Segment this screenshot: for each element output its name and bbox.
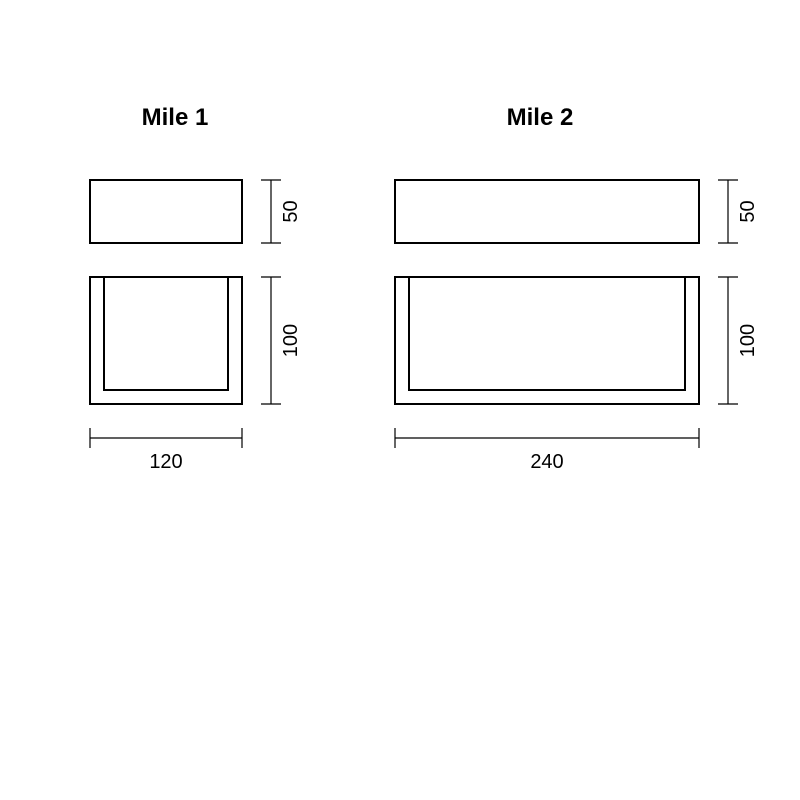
mile1-dim-width-label: 120 (149, 451, 182, 473)
mile1-dim-top-label: 50 (280, 200, 302, 222)
mile1-dim-bottom-label: 100 (280, 324, 302, 357)
mile1-title: Mile 1 (142, 104, 209, 131)
mile2-bottom-rect-inner (409, 277, 685, 390)
mile1-bottom-rect-outer (90, 277, 242, 404)
mile2-dim-top-label: 50 (737, 200, 759, 222)
mile2-top-rect (395, 180, 699, 243)
mile2-bottom-rect-outer (395, 277, 699, 404)
mile2-title: Mile 2 (507, 104, 574, 131)
mile2-dim-width-label: 240 (530, 451, 563, 473)
mile1-top-rect (90, 180, 242, 243)
mile2-dim-bottom-label: 100 (737, 324, 759, 357)
mile1-bottom-rect-inner (104, 277, 228, 390)
